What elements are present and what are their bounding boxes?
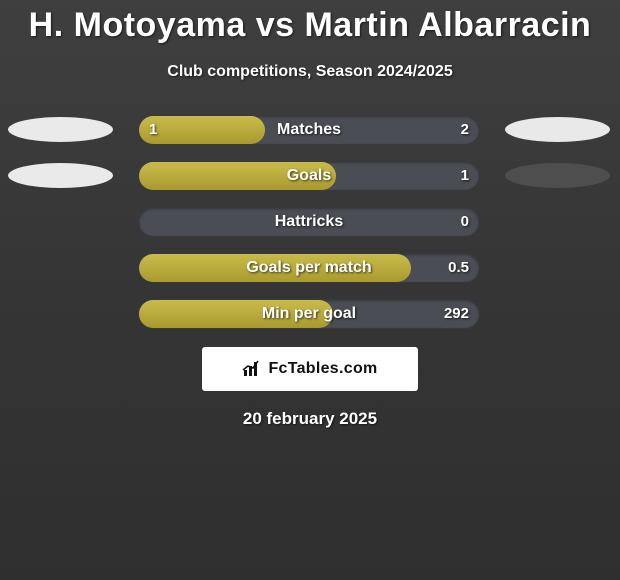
stat-row-hattricks: Hattricks 0 (0, 207, 620, 237)
player-marker-left (8, 163, 113, 188)
bar-track: Hattricks 0 (138, 207, 480, 237)
bar-track: Goals 1 (138, 161, 480, 191)
player-marker-right (505, 117, 610, 142)
stat-label: Goals per match (139, 259, 479, 277)
chart-icon (242, 360, 264, 378)
subtitle: Club competitions, Season 2024/2025 (0, 63, 620, 81)
bar-track: 1 Matches 2 (138, 115, 480, 145)
player-marker-left (8, 117, 113, 142)
stat-row-min-per-goal: Min per goal 292 (0, 299, 620, 329)
chart-area: 1 Matches 2 Goals 1 Hattricks (0, 115, 620, 329)
stat-label: Hattricks (139, 213, 479, 231)
page-title: H. Motoyama vs Martin Albarracin (0, 0, 620, 45)
stat-row-goals: Goals 1 (0, 161, 620, 191)
brand-text: FcTables.com (268, 360, 377, 378)
stat-label: Matches (139, 121, 479, 139)
value-right: 1 (461, 167, 469, 184)
stat-label: Goals (139, 167, 479, 185)
player-marker-right (505, 163, 610, 188)
value-right: 0 (461, 213, 469, 230)
brand-box: FcTables.com (202, 347, 418, 391)
value-right: 0.5 (448, 259, 469, 276)
stat-row-matches: 1 Matches 2 (0, 115, 620, 145)
date-label: 20 february 2025 (0, 409, 620, 429)
bar-track: Min per goal 292 (138, 299, 480, 329)
comparison-infographic: H. Motoyama vs Martin Albarracin Club co… (0, 0, 620, 580)
value-right: 2 (461, 121, 469, 138)
value-right: 292 (444, 305, 469, 322)
brand-logo: FcTables.com (242, 360, 377, 378)
bar-track: Goals per match 0.5 (138, 253, 480, 283)
stat-row-goals-per-match: Goals per match 0.5 (0, 253, 620, 283)
stat-label: Min per goal (139, 305, 479, 323)
